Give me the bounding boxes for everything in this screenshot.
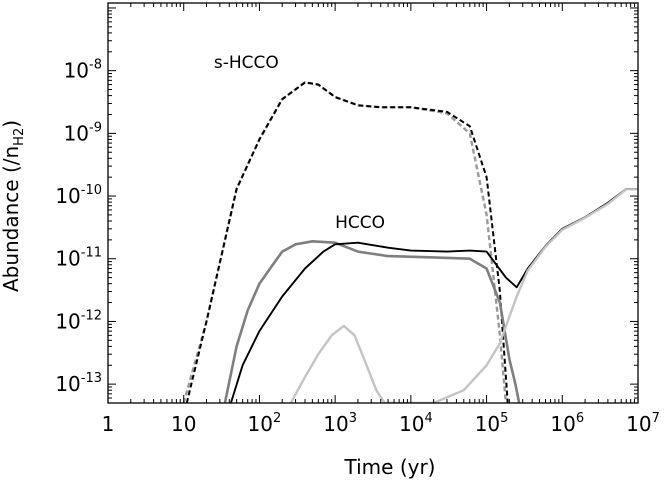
- annotation-hcco: HCCO: [335, 213, 385, 233]
- y-axis-label-sub: H2: [12, 128, 27, 146]
- x-tick-label: 103: [323, 411, 357, 436]
- series-line-hcco-light-grey: [289, 188, 638, 403]
- y-axis-label-main: Abundance (/n: [0, 146, 23, 292]
- y-tick-label: 10-11: [55, 246, 102, 271]
- y-tick-label: 10-13: [55, 371, 102, 396]
- series-line-hcco-dark-grey: [223, 240, 521, 403]
- tick-label-layer: 1 10 102 103 104 105 106 107 10-13 10-12 10-11 10-1…: [55, 58, 660, 436]
- x-tick-label: 106: [550, 411, 584, 436]
- x-tick-label: 102: [248, 411, 282, 436]
- series-line-s-hcco-black-dashed: [185, 81, 509, 403]
- x-tick-label: 105: [475, 411, 509, 436]
- series-layer: [182, 81, 638, 403]
- x-axis-label: Time (yr): [344, 455, 436, 479]
- plot-frame: [107, 2, 639, 404]
- x-tick-label: 107: [626, 411, 660, 436]
- y-tick-label: 10-10: [55, 183, 102, 208]
- tick-layer: [107, 3, 639, 404]
- y-tick-label: 10-12: [55, 308, 102, 333]
- x-tick-label: 1: [102, 412, 115, 436]
- y-axis-label-close: ): [0, 120, 23, 128]
- x-tick-label: 10: [171, 412, 196, 436]
- y-axis-label: Abundance (/nH2): [0, 120, 27, 292]
- y-tick-label: 10-8: [64, 58, 102, 83]
- annotation-s-hcco: s-HCCO: [214, 53, 279, 73]
- annotation-layer: s-HCCO HCCO: [214, 53, 385, 233]
- x-tick-label: 104: [399, 411, 433, 436]
- y-tick-label: 10-9: [64, 120, 102, 145]
